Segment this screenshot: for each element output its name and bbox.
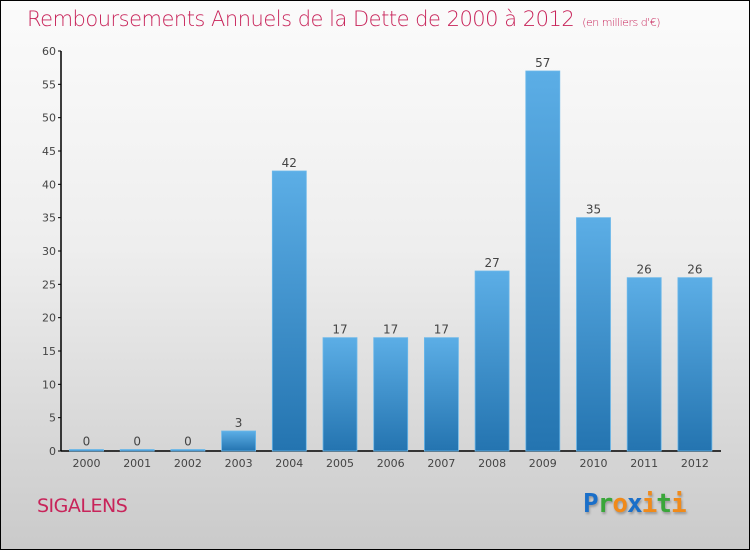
x-tick-label: 2011	[630, 457, 658, 470]
proxiti-logo: Proxiti	[583, 489, 687, 519]
bar-2012	[677, 277, 713, 452]
data-label-2012: 26	[687, 263, 702, 277]
bar-2010	[576, 217, 611, 452]
data-label-2008: 27	[484, 256, 499, 270]
y-tick-label: 50	[42, 112, 56, 125]
bar-2004	[271, 170, 307, 452]
data-label-2010: 35	[586, 203, 601, 217]
data-label-2001: 0	[133, 435, 141, 449]
bar-2003	[221, 430, 257, 452]
y-tick-label: 0	[49, 445, 56, 458]
town-name: SIGALENS	[37, 495, 128, 517]
data-label-2007: 17	[434, 323, 449, 337]
x-tick-label: 2000	[73, 457, 101, 470]
data-label-2005: 17	[332, 323, 347, 337]
x-tick-label: 2007	[427, 457, 455, 470]
data-label-2006: 17	[383, 323, 398, 337]
bar-2000	[69, 449, 104, 452]
logo-letter: i	[670, 489, 687, 519]
bar-2011	[626, 277, 662, 452]
y-tick-label: 60	[42, 45, 56, 58]
logo-letter: o	[612, 489, 628, 519]
x-tick-label: 2010	[580, 457, 608, 470]
x-tick-label: 2008	[478, 457, 506, 470]
y-tick-label: 10	[42, 378, 56, 391]
bar-2008	[474, 270, 510, 452]
x-tick-label: 2006	[377, 457, 405, 470]
x-tick-label: 2001	[123, 457, 151, 470]
x-tick-label: 2002	[174, 457, 202, 470]
logo-letter: P	[583, 489, 599, 519]
chart-title: Remboursements Annuels de la Dette de 20…	[27, 7, 660, 31]
bar-2007	[423, 337, 459, 452]
x-tick-label: 2003	[225, 457, 253, 470]
bar-2005	[322, 337, 358, 452]
x-tick-label: 2009	[529, 457, 557, 470]
y-tick-label: 45	[42, 145, 56, 158]
logo-letter: t	[656, 489, 672, 519]
bar-2002	[170, 449, 206, 452]
data-label-2002: 0	[184, 435, 192, 449]
x-tick-label: 2005	[326, 457, 354, 470]
y-tick-label: 15	[42, 345, 56, 358]
unit-label: (en milliers d'€)	[582, 16, 660, 29]
logo-letter: r	[597, 489, 614, 519]
x-tick-label: 2012	[681, 457, 709, 470]
y-tick-label: 40	[42, 178, 56, 191]
data-label-2011: 26	[637, 263, 652, 277]
data-label-2003: 3	[235, 416, 243, 430]
y-tick-label: 30	[42, 245, 56, 258]
y-tick-label: 20	[42, 312, 56, 325]
data-label-2009: 57	[535, 56, 550, 70]
logo-letter: x	[626, 489, 643, 519]
data-label-2004: 42	[282, 156, 297, 170]
y-tick-label: 35	[42, 212, 56, 225]
bar-2006	[373, 337, 409, 452]
y-tick-label: 5	[49, 412, 56, 425]
bar-2001	[119, 449, 155, 452]
title-text: Remboursements Annuels de la Dette de 20…	[27, 7, 575, 31]
data-label-2000: 0	[83, 435, 91, 449]
x-tick-label: 2004	[275, 457, 303, 470]
bar-2009	[525, 70, 561, 452]
y-tick-label: 25	[42, 278, 56, 291]
logo-letter: i	[641, 489, 658, 519]
y-tick-label: 55	[42, 78, 56, 91]
